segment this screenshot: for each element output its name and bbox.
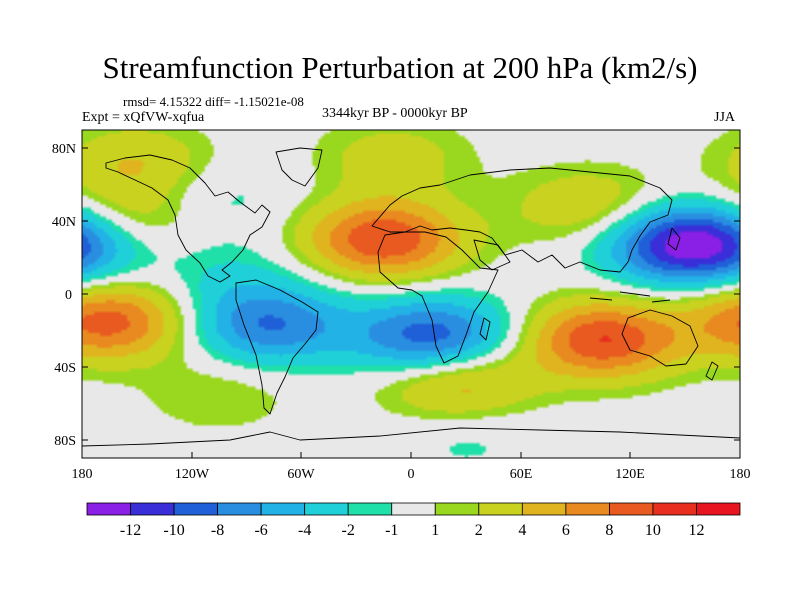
colorbar-swatch <box>652 502 697 516</box>
coastlines <box>82 147 740 447</box>
colorbar-label: -2 <box>342 522 355 539</box>
colorbar-swatch <box>478 502 523 516</box>
streamfunction-field <box>82 130 740 458</box>
colorbar-labels: -12 -10 -8 -6 -4 -2 -1 1 2 4 6 8 10 12 <box>120 522 705 539</box>
colorbar-swatch <box>130 502 175 516</box>
lon-label-60w: 60W <box>287 467 315 482</box>
coastline-madagascar <box>479 317 491 341</box>
lon-label-120e: 120E <box>615 467 645 482</box>
coastline-arabia <box>473 239 511 271</box>
colorbar <box>86 502 741 516</box>
colorbar-swatch <box>86 502 131 516</box>
colorbar-swatch <box>565 502 610 516</box>
colorbar-label: 2 <box>475 522 483 539</box>
experiment-label: Expt = xQfVW-xqfua <box>82 110 205 125</box>
lat-label-40s: 40S <box>54 361 76 376</box>
coastline-antarctica <box>82 427 740 447</box>
lon-label-180e: 180 <box>730 467 751 482</box>
colorbar-swatch <box>434 502 480 516</box>
colorbar-label: -4 <box>298 522 311 539</box>
lon-label-60e: 60E <box>510 467 533 482</box>
lat-label-0: 0 <box>65 288 72 303</box>
colorbar-label: 6 <box>562 522 570 539</box>
lon-ticks <box>81 452 741 458</box>
colorbar-label: -10 <box>163 522 184 539</box>
colorbar-label: 8 <box>605 522 613 539</box>
coastline-japan <box>667 227 681 251</box>
colorbar-swatch <box>391 502 436 516</box>
season-label: JJA <box>714 110 736 125</box>
lon-label-120w: 120W <box>175 467 210 482</box>
colorbar-swatch <box>521 502 567 516</box>
lat-label-80n: 80N <box>52 142 76 157</box>
coastline-indonesia <box>589 291 671 303</box>
colorbar-label: -6 <box>254 522 267 539</box>
lon-label-180w: 180 <box>72 467 93 482</box>
colorbar-label: -1 <box>385 522 398 539</box>
coastline-eurasia <box>371 167 673 273</box>
lat-ticks <box>82 147 740 441</box>
coastline-africa <box>377 231 499 364</box>
colorbar-label: -8 <box>211 522 224 539</box>
colorbar-label: 10 <box>645 522 661 539</box>
stats-text: rmsd= 4.15322 diff= -1.15021e-08 <box>123 94 304 109</box>
coastline-greenland <box>275 147 323 187</box>
colorbar-label: 4 <box>518 522 526 539</box>
colorbar-label: 12 <box>688 522 704 539</box>
period-label: 3344kyr BP - 0000kyr BP <box>322 106 468 121</box>
colorbar-label: -12 <box>120 522 141 539</box>
colorbar-swatch <box>696 502 741 516</box>
colorbar-label: 1 <box>431 522 439 539</box>
lon-label-0: 0 <box>408 467 415 482</box>
map-title: Streamfunction Perturbation at 200 hPa (… <box>102 50 698 85</box>
colorbar-swatch <box>347 502 393 516</box>
colorbar-swatch <box>304 502 349 516</box>
coastline-south-america <box>235 279 319 415</box>
lat-label-40n: 40N <box>52 215 76 230</box>
coastline-north-america <box>105 154 271 283</box>
colorbar-swatch <box>217 502 262 516</box>
colorbar-swatch <box>609 502 654 516</box>
colorbar-swatch <box>173 502 218 516</box>
coastline-new-zealand <box>705 361 719 381</box>
colorbar-swatch <box>260 502 306 516</box>
lat-label-80s: 80S <box>54 434 76 449</box>
coastline-australia <box>621 309 699 367</box>
